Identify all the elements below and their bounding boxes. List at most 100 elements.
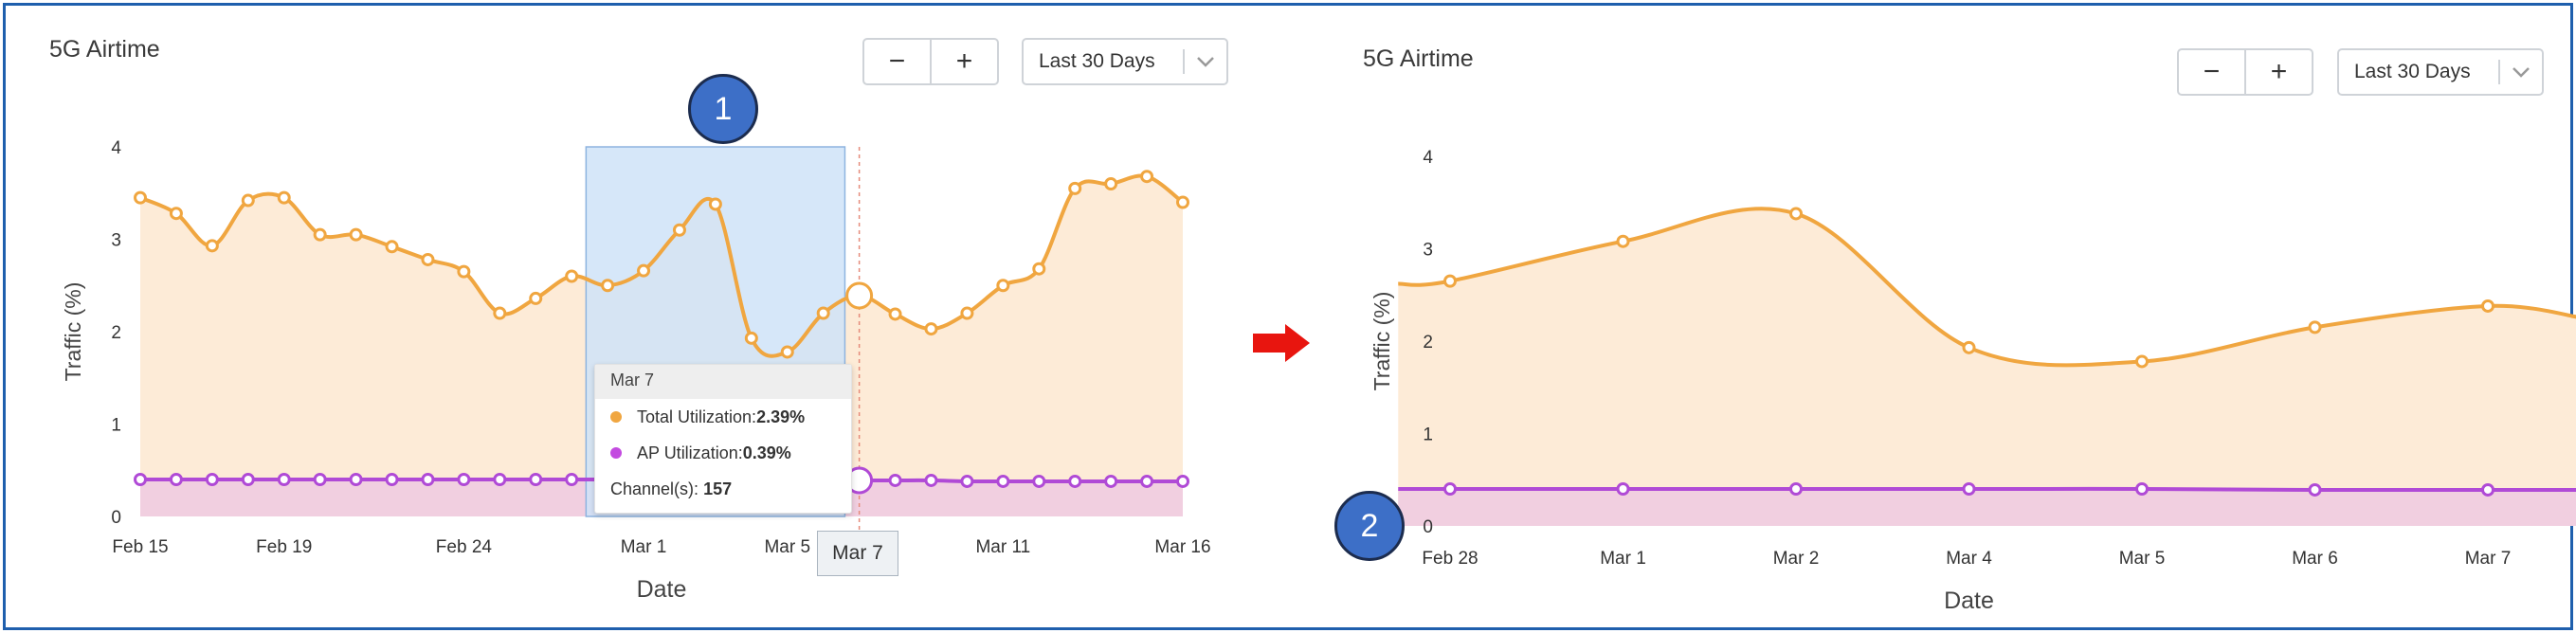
data-point-total <box>1616 234 1630 248</box>
data-point-total-mar-7 <box>845 281 874 310</box>
left-zoom-in-button[interactable]: + <box>930 40 997 83</box>
data-point-total <box>2308 320 2322 335</box>
y-axis-label: Traffic (%) <box>1370 292 1394 391</box>
data-point-ap-feb-18 <box>241 473 255 486</box>
data-point-ap-feb-19 <box>277 473 291 486</box>
data-point-total-mar-10 <box>960 306 974 320</box>
data-point-total-mar-2 <box>672 223 686 237</box>
data-point-total <box>2481 298 2494 313</box>
data-point-total-feb-22 <box>385 240 399 254</box>
data-point-total-mar-16 <box>1176 195 1189 209</box>
right-airtime-chart[interactable]: 0 1 2 3 4 Feb 28 Mar 1 Mar 2 Mar 4 Mar 5 Mar 6 Mar … <box>1315 0 2576 625</box>
data-point-total-mar-9 <box>924 322 938 336</box>
data-point-ap <box>2135 482 2149 496</box>
tooltip-total-row: Total Utilization: 2.39% <box>595 399 851 435</box>
data-point-ap-mar-16 <box>1176 474 1189 488</box>
data-point-total-feb-17 <box>205 239 219 253</box>
left-date-range-label: Last 30 Days <box>1039 50 1155 72</box>
total-utilization-area <box>1398 208 2576 526</box>
data-point-total-feb-18 <box>241 193 255 208</box>
data-point-ap-mar-13 <box>1068 474 1082 488</box>
data-point-ap-feb-20 <box>313 473 327 486</box>
x-axis-label: Date <box>637 576 687 603</box>
tooltip-ap-value: 0.39% <box>742 443 791 462</box>
y-tick-label: 1 <box>111 416 121 436</box>
tooltip-channels-value: 157 <box>703 479 733 498</box>
x-tick-label: Mar 1 <box>621 537 667 557</box>
step-2-badge: 2 <box>1334 491 1405 561</box>
data-point-total-feb-24 <box>457 264 471 279</box>
data-point-ap-mar-9 <box>924 473 938 487</box>
chevron-down-icon <box>2500 66 2542 78</box>
x-tick-label: Mar 1 <box>1600 549 1646 569</box>
data-point-ap-mar-8 <box>888 473 902 487</box>
data-point-ap-feb-16 <box>169 473 183 486</box>
data-point-ap-mar-15 <box>1140 474 1154 488</box>
data-point-ap-feb-23 <box>421 473 435 486</box>
data-point-total-mar-5 <box>780 345 794 359</box>
data-point-ap-feb-24 <box>457 473 471 486</box>
data-point-ap-feb-27 <box>565 473 579 486</box>
right-date-range-label: Last 30 Days <box>2354 61 2471 82</box>
transition-arrow-icon <box>1253 324 1310 362</box>
data-point-total-mar-11 <box>996 279 1010 293</box>
left-date-range-select[interactable]: Last 30 Days <box>1022 38 1228 85</box>
right-date-range-select[interactable]: Last 30 Days <box>2337 48 2544 96</box>
data-point-total-feb-21 <box>349 227 363 242</box>
data-point-ap-feb-25 <box>493 473 507 486</box>
left-airtime-chart[interactable]: 0 1 2 3 4 Feb 15 Feb 19 Feb 24 Mar 1 Mar 5 Mar 11 M… <box>0 0 1261 606</box>
right-zoom-out-button[interactable]: − <box>2203 56 2221 87</box>
right-zoom-controls: − + <box>2177 48 2313 96</box>
left-panel-title: 5G Airtime <box>49 36 160 63</box>
right-zoom-in-button[interactable]: + <box>2244 50 2312 94</box>
data-point-ap-feb-22 <box>385 473 399 486</box>
x-tick-label: Feb 28 <box>1422 549 1478 569</box>
data-point-total-mar-4 <box>744 331 758 345</box>
left-range-divider <box>1183 49 1185 74</box>
data-point-total-mar-15 <box>1140 170 1154 184</box>
hover-date-label: Mar 7 <box>817 531 898 576</box>
data-point-ap-feb-17 <box>205 473 219 486</box>
y-tick-label: 4 <box>1423 148 1433 168</box>
y-tick-label: 1 <box>1423 425 1433 445</box>
data-point-total-feb-19 <box>277 190 291 205</box>
tooltip-total-label: Total Utilization: <box>637 407 757 426</box>
tooltip-ap-label: AP Utilization: <box>637 443 743 462</box>
data-point-ap-feb-21 <box>349 473 363 486</box>
y-tick-label: 0 <box>1423 517 1433 537</box>
x-tick-label: Feb 15 <box>112 537 168 557</box>
data-point-ap <box>2308 482 2322 497</box>
x-tick-label: Mar 6 <box>2292 549 2338 569</box>
data-point-total-feb-28 <box>601 279 615 293</box>
data-point-total-feb-16 <box>169 207 183 221</box>
left-zoom-controls: − + <box>862 38 999 85</box>
left-chart-tooltip: Mar 7 Total Utilization: 2.39% AP Utiliz… <box>594 364 852 514</box>
data-point-ap <box>2481 482 2494 497</box>
data-point-ap-mar-14 <box>1104 474 1118 488</box>
data-point-ap <box>1443 482 1457 496</box>
data-point-ap <box>1962 482 1976 496</box>
y-tick-label: 2 <box>1423 333 1433 353</box>
data-point-ap-mar-10 <box>960 474 974 488</box>
data-point-total-feb-25 <box>493 306 507 320</box>
y-tick-label: 0 <box>111 508 121 528</box>
data-point-total-mar-14 <box>1104 177 1118 190</box>
left-zoom-out-button[interactable]: − <box>888 45 906 77</box>
data-point-total <box>1962 340 1976 354</box>
data-point-total-feb-20 <box>313 227 327 242</box>
x-axis-label: Date <box>1944 588 1994 614</box>
ap-utilization-area <box>1398 488 2576 526</box>
y-tick-label: 4 <box>111 138 121 158</box>
x-tick-label: Feb 24 <box>436 537 493 557</box>
x-tick-label: Mar 4 <box>1946 549 1992 569</box>
data-point-total <box>1443 274 1457 288</box>
tooltip-channels-row: Channel(s): 157 <box>595 471 851 507</box>
data-point-total-feb-15 <box>134 190 147 205</box>
data-point-total <box>2135 354 2149 369</box>
tooltip-total-value: 2.39% <box>756 407 806 426</box>
data-point-total-feb-26 <box>529 291 543 305</box>
y-tick-label: 3 <box>111 231 121 251</box>
step-1-badge: 1 <box>688 74 758 144</box>
y-tick-label: 2 <box>111 323 121 343</box>
x-tick-label: Mar 2 <box>1773 549 1820 569</box>
